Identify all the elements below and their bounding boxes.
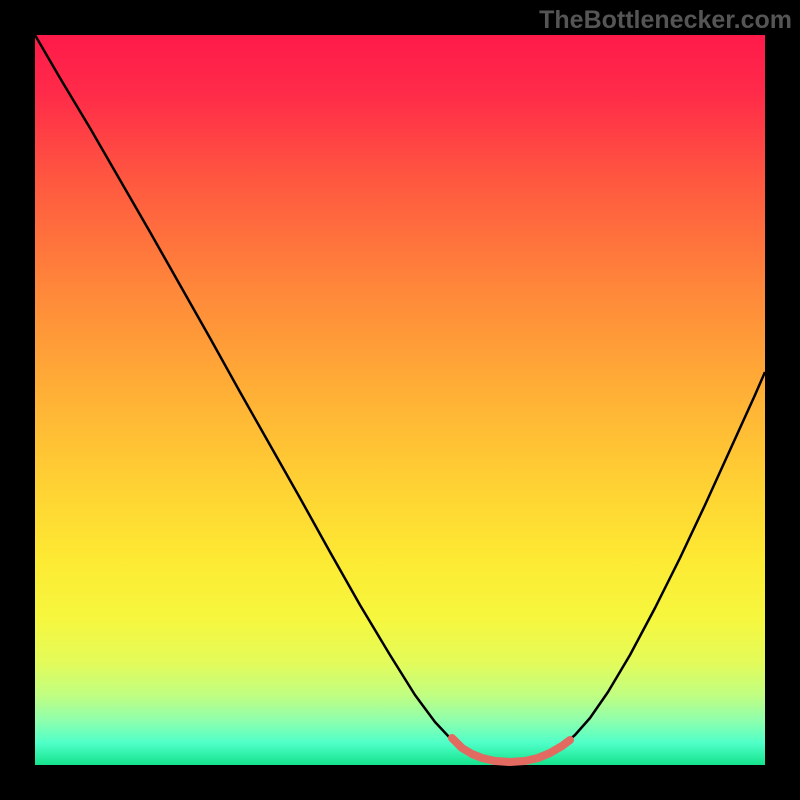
bottleneck-curve (35, 35, 765, 762)
curve-layer (0, 0, 800, 800)
plot-area (35, 35, 765, 765)
watermark-text: TheBottlenecker.com (539, 6, 792, 35)
chart-container: TheBottlenecker.com (0, 0, 800, 800)
accent-segment (452, 738, 570, 762)
